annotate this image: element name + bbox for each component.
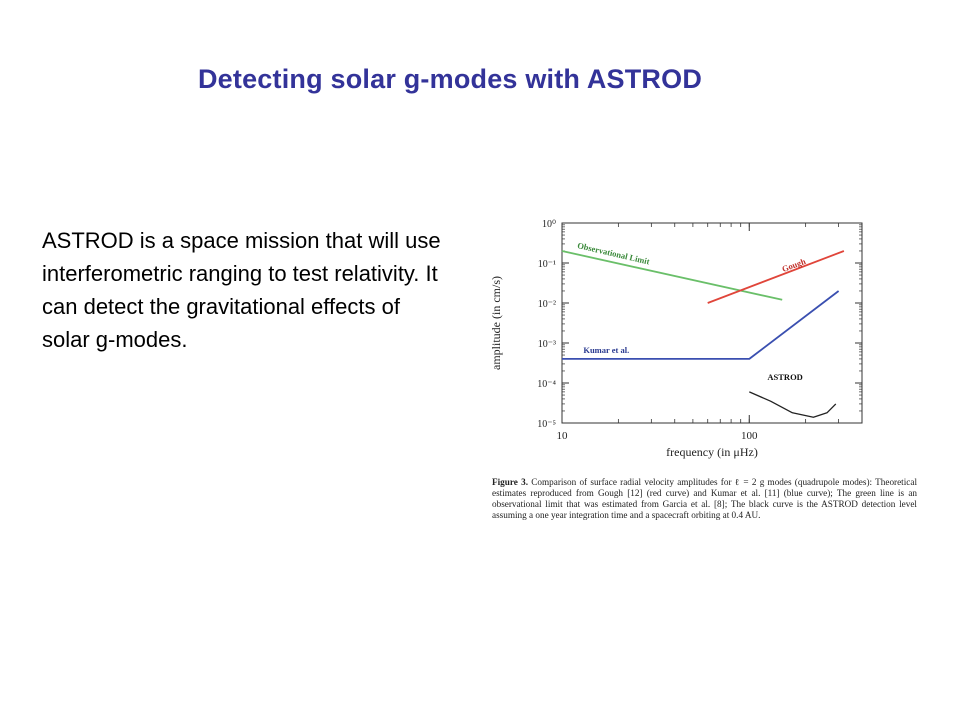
series-label-kumar-et-al: Kumar et al.	[583, 345, 629, 355]
series-line-gough	[707, 250, 845, 304]
series-line-astrod	[749, 391, 837, 418]
series-line-kumar-et-al	[562, 290, 840, 360]
caption-label: Figure 3.	[492, 477, 529, 487]
y-tick-label: 10⁻⁴	[537, 379, 556, 390]
series-line-observational-limit	[561, 250, 783, 301]
y-tick-label: 10⁻³	[538, 339, 556, 350]
x-axis-label: frequency (in μHz)	[666, 445, 758, 459]
figure: 10 100 10⁰ 10⁻¹ 10⁻² 10⁻³ 10⁻⁴ 10⁻⁵ frequency (i…	[486, 205, 956, 565]
y-tick-label: 10⁻¹	[538, 259, 556, 270]
x-tick-label: 100	[741, 430, 758, 442]
y-tick-label: 10⁰	[542, 219, 556, 230]
series-label-gough: Gough	[780, 256, 807, 274]
amplitude-chart: 10 100 10⁰ 10⁻¹ 10⁻² 10⁻³ 10⁻⁴ 10⁻⁵ frequency (i…	[489, 219, 863, 459]
y-axis-label: amplitude (in cm/s)	[489, 276, 503, 370]
caption-text: Comparison of surface radial velocity am…	[492, 477, 917, 521]
y-tick-label: 10⁻⁵	[537, 419, 556, 430]
series-label-astrod: ASTROD	[767, 372, 802, 382]
y-tick-label: 10⁻²	[538, 299, 556, 310]
plot-frame	[561, 222, 863, 424]
body-paragraph: ASTROD is a space mission that will use …	[42, 228, 441, 352]
slide-title: Detecting solar g-modes with ASTROD	[197, 64, 703, 94]
figure-caption: Figure 3. Comparison of surface radial v…	[492, 477, 917, 521]
x-tick-label: 10	[557, 430, 569, 442]
